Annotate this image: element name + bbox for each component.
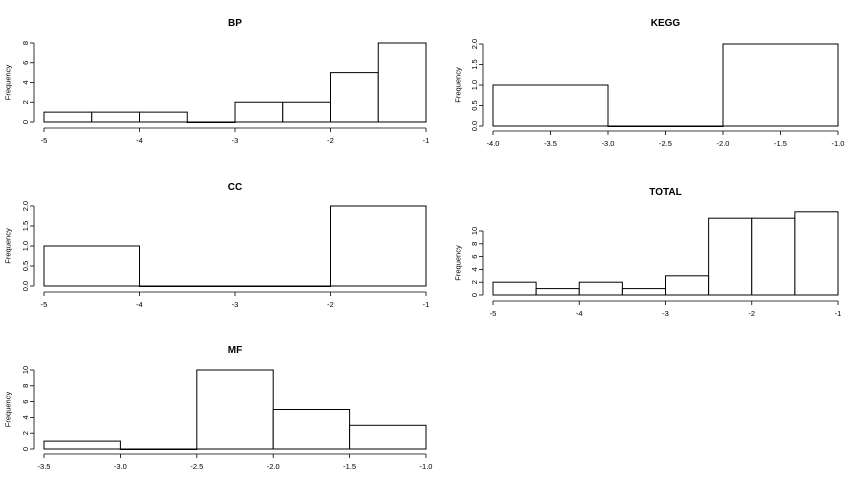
bp-bar (186, 121, 236, 123)
total-x-tick-label: -1 (835, 309, 842, 318)
bp-y-tick-label: 0 (21, 120, 30, 124)
cc-x-tick-label: -1 (423, 300, 430, 309)
kegg-x-tick-label: -2.0 (717, 139, 730, 148)
mf-y-tick-label: 10 (21, 366, 30, 374)
kegg-y-axis-label: Frequency (454, 67, 463, 103)
bp-y-tick-label: 2 (21, 100, 30, 104)
kegg-x-tick-label: -4.0 (487, 139, 500, 148)
kegg-bar (607, 125, 724, 127)
cc-y-tick-label: 0.0 (21, 281, 30, 291)
total-x-tick-label: -2 (748, 309, 755, 318)
mf-y-tick-label: 6 (21, 400, 30, 404)
bp-y-axis-label: Frequency (4, 65, 13, 101)
mf-x-tick-label: -3.5 (38, 462, 51, 471)
bp-bar (330, 72, 379, 123)
mf-y-axis-label: Frequency (4, 392, 13, 428)
kegg-x-tick-label: -3.0 (602, 139, 615, 148)
bp-x-tick-label: -3 (232, 136, 239, 145)
mf-bar (272, 409, 351, 450)
mf-y-tick-label: 8 (21, 384, 30, 388)
bp-bar (282, 101, 331, 123)
mf-x-tick-label: -1.5 (343, 462, 356, 471)
kegg-title: KEGG (651, 18, 681, 29)
cc-x-tick-label: -2 (327, 300, 334, 309)
mf-bar (43, 440, 121, 450)
cc-bar (330, 205, 427, 287)
cc-bar (43, 245, 140, 287)
bp-x-tick-label: -4 (136, 136, 143, 145)
kegg-x-tick-label: -3.5 (544, 139, 557, 148)
total-y-axis-label: Frequency (454, 245, 463, 281)
bp-bar (139, 111, 188, 123)
total-bar (751, 217, 796, 296)
kegg-y-tick-label: 0.0 (470, 121, 479, 131)
total-title: TOTAL (649, 187, 681, 198)
kegg-y-tick-label: 1.0 (470, 80, 479, 90)
cc-x-tick-label: -3 (232, 300, 239, 309)
total-bar (492, 281, 537, 296)
total-y-tick-label: 2 (470, 280, 479, 284)
cc-y-tick-label: 0.5 (21, 261, 30, 271)
mf-bar (119, 448, 198, 450)
total-histogram: TOTAL -5 -4 -3 -2 -1 0 2 4 6 8 10 Frequency (454, 187, 842, 318)
kegg-x-tick-label: -1.5 (774, 139, 787, 148)
total-y-tick-label: 10 (470, 227, 479, 235)
total-x-tick-label: -5 (490, 309, 497, 318)
kegg-y-tick-label: 1.5 (470, 59, 479, 69)
total-y-tick-label: 0 (470, 293, 479, 297)
cc-bar (139, 285, 236, 287)
mf-x-tick-label: -3.0 (114, 462, 127, 471)
total-bar (794, 211, 839, 296)
mf-x-tick-label: -1.0 (420, 462, 433, 471)
bp-title: BP (228, 18, 242, 29)
bp-bar (234, 101, 284, 123)
mf-x-tick-label: -2.0 (267, 462, 280, 471)
bp-bar (43, 111, 93, 123)
kegg-x-tick-label: -2.5 (659, 139, 672, 148)
cc-y-tick-label: 1.0 (21, 241, 30, 251)
bp-bar (91, 111, 140, 123)
kegg-bar (722, 43, 839, 127)
cc-y-tick-label: 2.0 (21, 201, 30, 211)
mf-bar (196, 369, 274, 450)
total-y-tick-label: 6 (470, 255, 479, 259)
mf-y-tick-label: 4 (21, 415, 30, 419)
bp-y-tick-label: 8 (21, 41, 30, 45)
mf-x-tick-label: -2.5 (190, 462, 203, 471)
kegg-y-tick-label: 0.5 (470, 100, 479, 110)
total-bar (535, 288, 580, 296)
total-y-tick-label: 4 (470, 267, 479, 271)
total-bar (621, 288, 666, 296)
total-x-tick-label: -4 (576, 309, 583, 318)
mf-histogram: MF -3.5 -3.0 -2.5 -2.0 -1.5 -1.0 0 2 4 6 8 10 Frequen… (4, 345, 433, 471)
cc-y-tick-label: 1.5 (21, 221, 30, 231)
kegg-histogram: KEGG -4.0 -3.5 -3.0 -2.5 -2.0 -1.5 -1.0 0.0 0.5 1.… (454, 18, 845, 148)
kegg-x-tick-label: -1.0 (832, 139, 845, 148)
bp-x-tick-label: -1 (423, 136, 430, 145)
bp-x-tick-label: -5 (41, 136, 48, 145)
cc-x-tick-label: -4 (136, 300, 143, 309)
total-bar (578, 281, 623, 296)
cc-bar (234, 285, 331, 287)
cc-histogram: CC -5 -4 -3 -2 -1 0.0 0.5 1.0 1.5 2.0 Frequency (4, 182, 430, 309)
bp-bar (377, 42, 427, 123)
total-y-tick-label: 8 (470, 242, 479, 246)
total-x-tick-label: -3 (662, 309, 669, 318)
bp-x-tick-label: -2 (327, 136, 334, 145)
mf-y-tick-label: 0 (21, 447, 30, 451)
kegg-bar (492, 84, 609, 127)
bp-y-tick-label: 4 (21, 80, 30, 84)
cc-y-axis-label: Frequency (4, 228, 13, 264)
mf-bar (349, 424, 427, 450)
cc-title: CC (228, 182, 242, 193)
mf-title: MF (228, 345, 242, 356)
bp-y-tick-label: 6 (21, 61, 30, 65)
total-bar (665, 275, 710, 296)
mf-y-tick-label: 2 (21, 431, 30, 435)
cc-x-tick-label: -5 (41, 300, 48, 309)
bp-histogram: BP -5 -4 -3 -2 -1 0 2 4 6 8 Frequency (4, 18, 430, 145)
total-bar (708, 217, 753, 296)
kegg-y-tick-label: 2.0 (470, 39, 479, 49)
